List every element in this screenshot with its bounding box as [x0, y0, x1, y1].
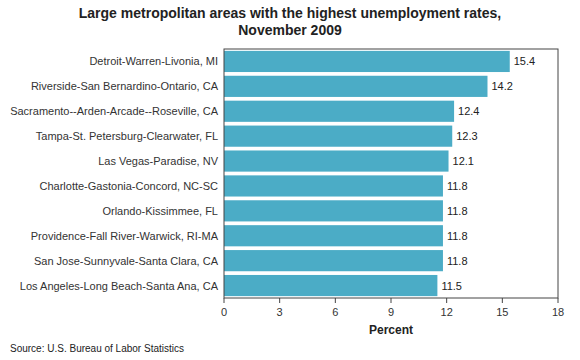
- category-label: Charlotte-Gastonia-Concord, NC-SC: [39, 180, 218, 192]
- bars: [224, 51, 510, 296]
- x-tick-label: 3: [277, 306, 283, 318]
- bar: [224, 175, 443, 196]
- x-tick-label: 6: [332, 306, 338, 318]
- data-label: 15.4: [514, 55, 535, 67]
- x-tick-label: 12: [441, 306, 453, 318]
- data-label: 12.4: [458, 105, 479, 117]
- x-tick: [502, 298, 503, 303]
- category-label: Sacramento--Arden-Arcade--Roseville, CA: [10, 105, 219, 117]
- category-label: Tampa-St. Petersburg-Clearwater, FL: [36, 130, 218, 142]
- x-tick: [391, 298, 392, 303]
- data-label: 11.8: [447, 230, 468, 242]
- plot-frame: [224, 49, 558, 298]
- bar: [224, 126, 452, 147]
- bar: [224, 200, 443, 221]
- x-tick: [446, 298, 447, 303]
- category-label: Orlando-Kissimmee, FL: [102, 205, 218, 217]
- data-label: 14.2: [491, 80, 512, 92]
- x-tick: [558, 298, 559, 303]
- data-label: 11.5: [441, 280, 462, 292]
- data-label: 12.3: [456, 130, 477, 142]
- bar: [224, 51, 510, 72]
- x-tick-label: 9: [388, 306, 394, 318]
- title: Large metropolitan areas with the highes…: [79, 5, 501, 38]
- category-label: Las Vegas-Paradise, NV: [98, 155, 219, 167]
- data-label: 11.8: [447, 205, 468, 217]
- source: Source: U.S. Bureau of Labor Statistics: [10, 343, 184, 354]
- x-tick-label: 18: [552, 306, 564, 318]
- category-label: Providence-Fall River-Warwick, RI-MA: [31, 230, 219, 242]
- bar: [224, 150, 449, 171]
- x-tick: [335, 298, 336, 303]
- data-label: 11.8: [447, 255, 468, 267]
- x-tick: [279, 298, 280, 303]
- category-label: Los Angeles-Long Beach-Santa Ana, CA: [20, 280, 219, 292]
- category-label: Riverside-San Bernardino-Ontario, CA: [31, 80, 219, 92]
- bar: [224, 275, 437, 296]
- bar: [224, 76, 487, 97]
- x-axis-label: Percent: [369, 323, 413, 337]
- bar: [224, 250, 443, 271]
- category-label: Detroit-Warren-Livonia, MI: [89, 55, 218, 67]
- x-tick-label: 15: [496, 306, 508, 318]
- data-label: 11.8: [447, 180, 468, 192]
- bar: [224, 225, 443, 246]
- x-tick: [224, 298, 225, 303]
- data-label: 12.1: [453, 155, 474, 167]
- chart: Large metropolitan areas with the highes…: [0, 0, 580, 360]
- x-tick-label: 0: [221, 306, 227, 318]
- bar: [224, 101, 454, 122]
- category-label: San Jose-Sunnyvale-Santa Clara, CA: [34, 255, 219, 267]
